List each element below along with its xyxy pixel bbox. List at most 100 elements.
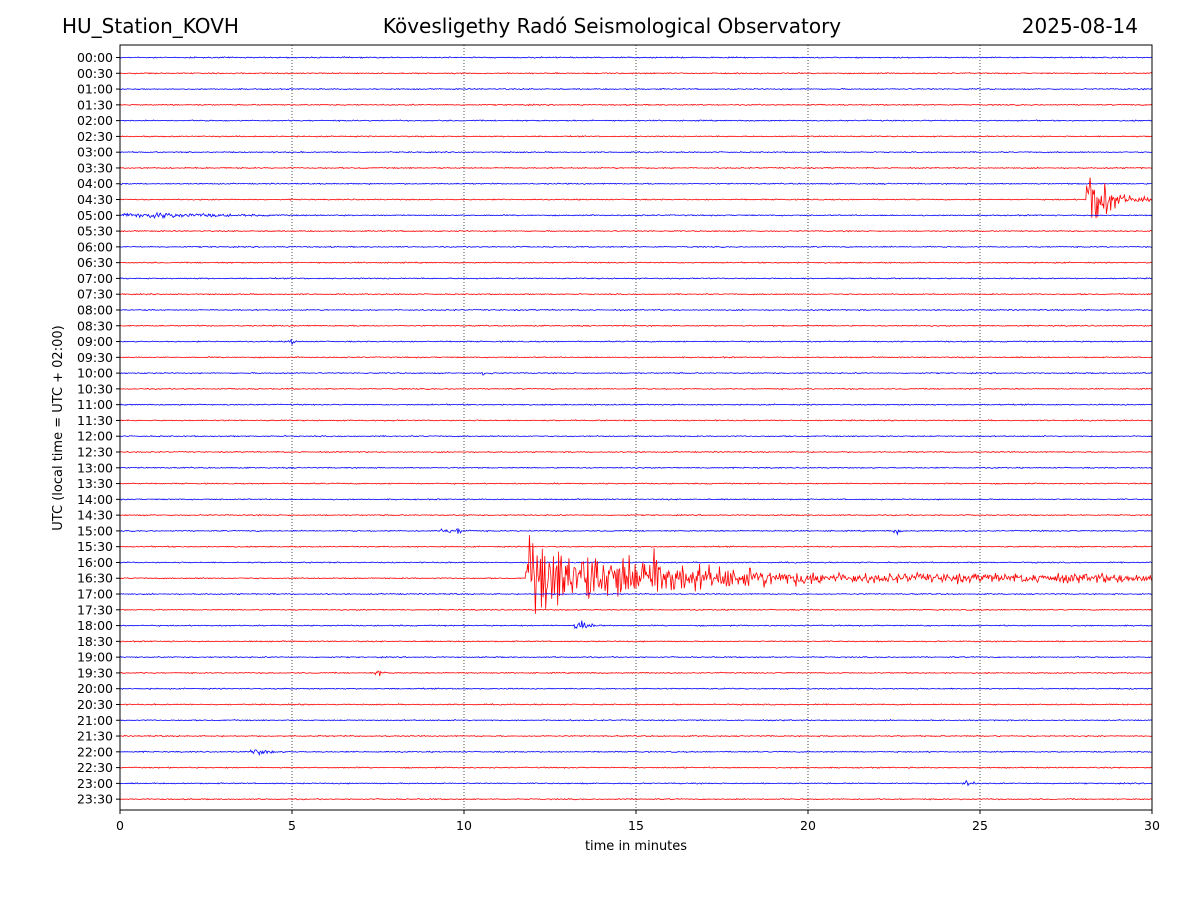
x-tick-label: 5 <box>288 818 296 833</box>
trace-row-1730 <box>120 608 1153 612</box>
trace-row-1600 <box>119 561 1153 564</box>
y-tick-label: 03:30 <box>77 160 113 175</box>
trace-row-2130 <box>119 734 1152 738</box>
x-axis-ticks: 0 5 10 15 20 25 30 <box>116 810 1160 833</box>
y-tick-label: 17:30 <box>77 602 113 617</box>
trace-row-1830 <box>119 640 1153 643</box>
y-tick-label: 12:00 <box>77 429 113 444</box>
y-tick-label: 07:30 <box>77 287 113 302</box>
y-tick-label: 03:00 <box>77 145 113 160</box>
y-tick-label: 13:30 <box>77 476 113 491</box>
trace-row-0730 <box>119 292 1153 296</box>
trace-row-0230 <box>119 135 1153 138</box>
trace-row-0200 <box>119 119 1152 123</box>
y-tick-label: 08:30 <box>77 318 113 333</box>
y-tick-label: 02:00 <box>77 113 113 128</box>
y-tick-label: 01:30 <box>77 97 113 112</box>
trace-row-0330 <box>119 166 1153 170</box>
trace-row-1500 <box>119 527 1153 536</box>
y-tick-label: 08:00 <box>77 302 113 317</box>
y-tick-label: 14:30 <box>77 508 113 523</box>
y-tick-label: 10:00 <box>77 366 113 381</box>
y-tick-label: 14:00 <box>77 492 113 507</box>
x-tick-label: 10 <box>456 818 472 833</box>
y-axis-label: UTC (local time = UTC + 02:00) <box>51 325 66 530</box>
y-tick-label: 06:30 <box>77 255 113 270</box>
y-tick-label: 23:00 <box>77 776 113 791</box>
trace-row-2030 <box>119 703 1153 706</box>
y-tick-label: 17:00 <box>77 587 113 602</box>
y-tick-label: 06:00 <box>77 239 113 254</box>
trace-row-1630 <box>119 535 1153 614</box>
x-tick-label: 15 <box>628 818 644 833</box>
y-tick-label: 19:00 <box>77 650 113 665</box>
trace-row-0400 <box>119 182 1152 186</box>
trace-row-1900 <box>119 655 1153 659</box>
trace-row-0500 <box>119 211 1153 220</box>
y-tick-label: 21:00 <box>77 713 113 728</box>
trace-row-1400 <box>119 498 1153 501</box>
y-tick-label: 16:30 <box>77 571 113 586</box>
trace-rows <box>119 56 1153 801</box>
trace-row-0900 <box>119 338 1152 346</box>
station-name: HU_Station_KOVH <box>62 14 239 38</box>
y-tick-label: 07:00 <box>77 271 113 286</box>
y-tick-label: 21:30 <box>77 729 113 744</box>
x-tick-label: 0 <box>116 818 124 833</box>
trace-row-1300 <box>119 466 1153 470</box>
trace-row-0600 <box>119 245 1152 249</box>
y-tick-label: 09:30 <box>77 350 113 365</box>
trace-row-0830 <box>119 324 1153 328</box>
y-tick-label: 12:30 <box>77 445 113 460</box>
y-tick-label: 13:00 <box>77 460 113 475</box>
y-tick-label: 09:00 <box>77 334 113 349</box>
x-axis-label: time in minutes <box>585 839 687 854</box>
y-tick-label: 18:30 <box>77 634 113 649</box>
trace-row-2300 <box>119 779 1153 787</box>
trace-row-0130 <box>119 103 1153 107</box>
trace-row-1200 <box>120 434 1153 438</box>
trace-row-1100 <box>119 403 1153 406</box>
trace-row-2230 <box>119 766 1153 769</box>
chart-title: Kövesligethy Radó Seismological Observat… <box>382 14 842 38</box>
x-tick-label: 25 <box>972 818 988 833</box>
trace-row-1430 <box>119 513 1153 517</box>
y-tick-label: 15:00 <box>77 523 113 538</box>
y-tick-label: 00:30 <box>77 66 113 81</box>
y-tick-label: 11:00 <box>77 397 113 412</box>
trace-row-0930 <box>119 356 1153 359</box>
y-tick-label: 05:00 <box>77 208 113 223</box>
trace-row-0530 <box>119 229 1153 233</box>
trace-row-2200 <box>119 749 1153 757</box>
trace-row-0700 <box>119 277 1152 280</box>
x-tick-label: 20 <box>800 818 816 833</box>
y-tick-label: 22:30 <box>77 760 113 775</box>
y-tick-label: 23:30 <box>77 792 113 807</box>
x-tick-label: 30 <box>1144 818 1160 833</box>
trace-row-2100 <box>119 718 1153 722</box>
trace-row-0800 <box>119 308 1153 312</box>
trace-row-1330 <box>119 482 1153 485</box>
trace-row-0100 <box>120 87 1153 91</box>
trace-row-1030 <box>119 387 1153 391</box>
trace-row-0630 <box>119 261 1153 264</box>
y-tick-label: 20:00 <box>77 681 113 696</box>
y-tick-label: 05:30 <box>77 224 113 239</box>
trace-row-1530 <box>119 545 1153 548</box>
trace-row-1930 <box>119 670 1153 677</box>
y-tick-label: 22:00 <box>77 744 113 759</box>
trace-row-1800 <box>119 620 1153 629</box>
y-tick-label: 16:00 <box>77 555 113 570</box>
trace-row-0000 <box>119 56 1153 59</box>
trace-row-1130 <box>119 419 1153 422</box>
trace-row-0300 <box>119 150 1153 154</box>
chart-date: 2025-08-14 <box>1021 14 1138 38</box>
y-tick-label: 01:00 <box>77 82 113 97</box>
y-tick-label: 04:00 <box>77 176 113 191</box>
y-tick-label: 15:30 <box>77 539 113 554</box>
trace-row-1230 <box>119 450 1153 454</box>
y-tick-label: 04:30 <box>77 192 113 207</box>
y-tick-label: 11:30 <box>77 413 113 428</box>
trace-row-1700 <box>119 592 1153 596</box>
